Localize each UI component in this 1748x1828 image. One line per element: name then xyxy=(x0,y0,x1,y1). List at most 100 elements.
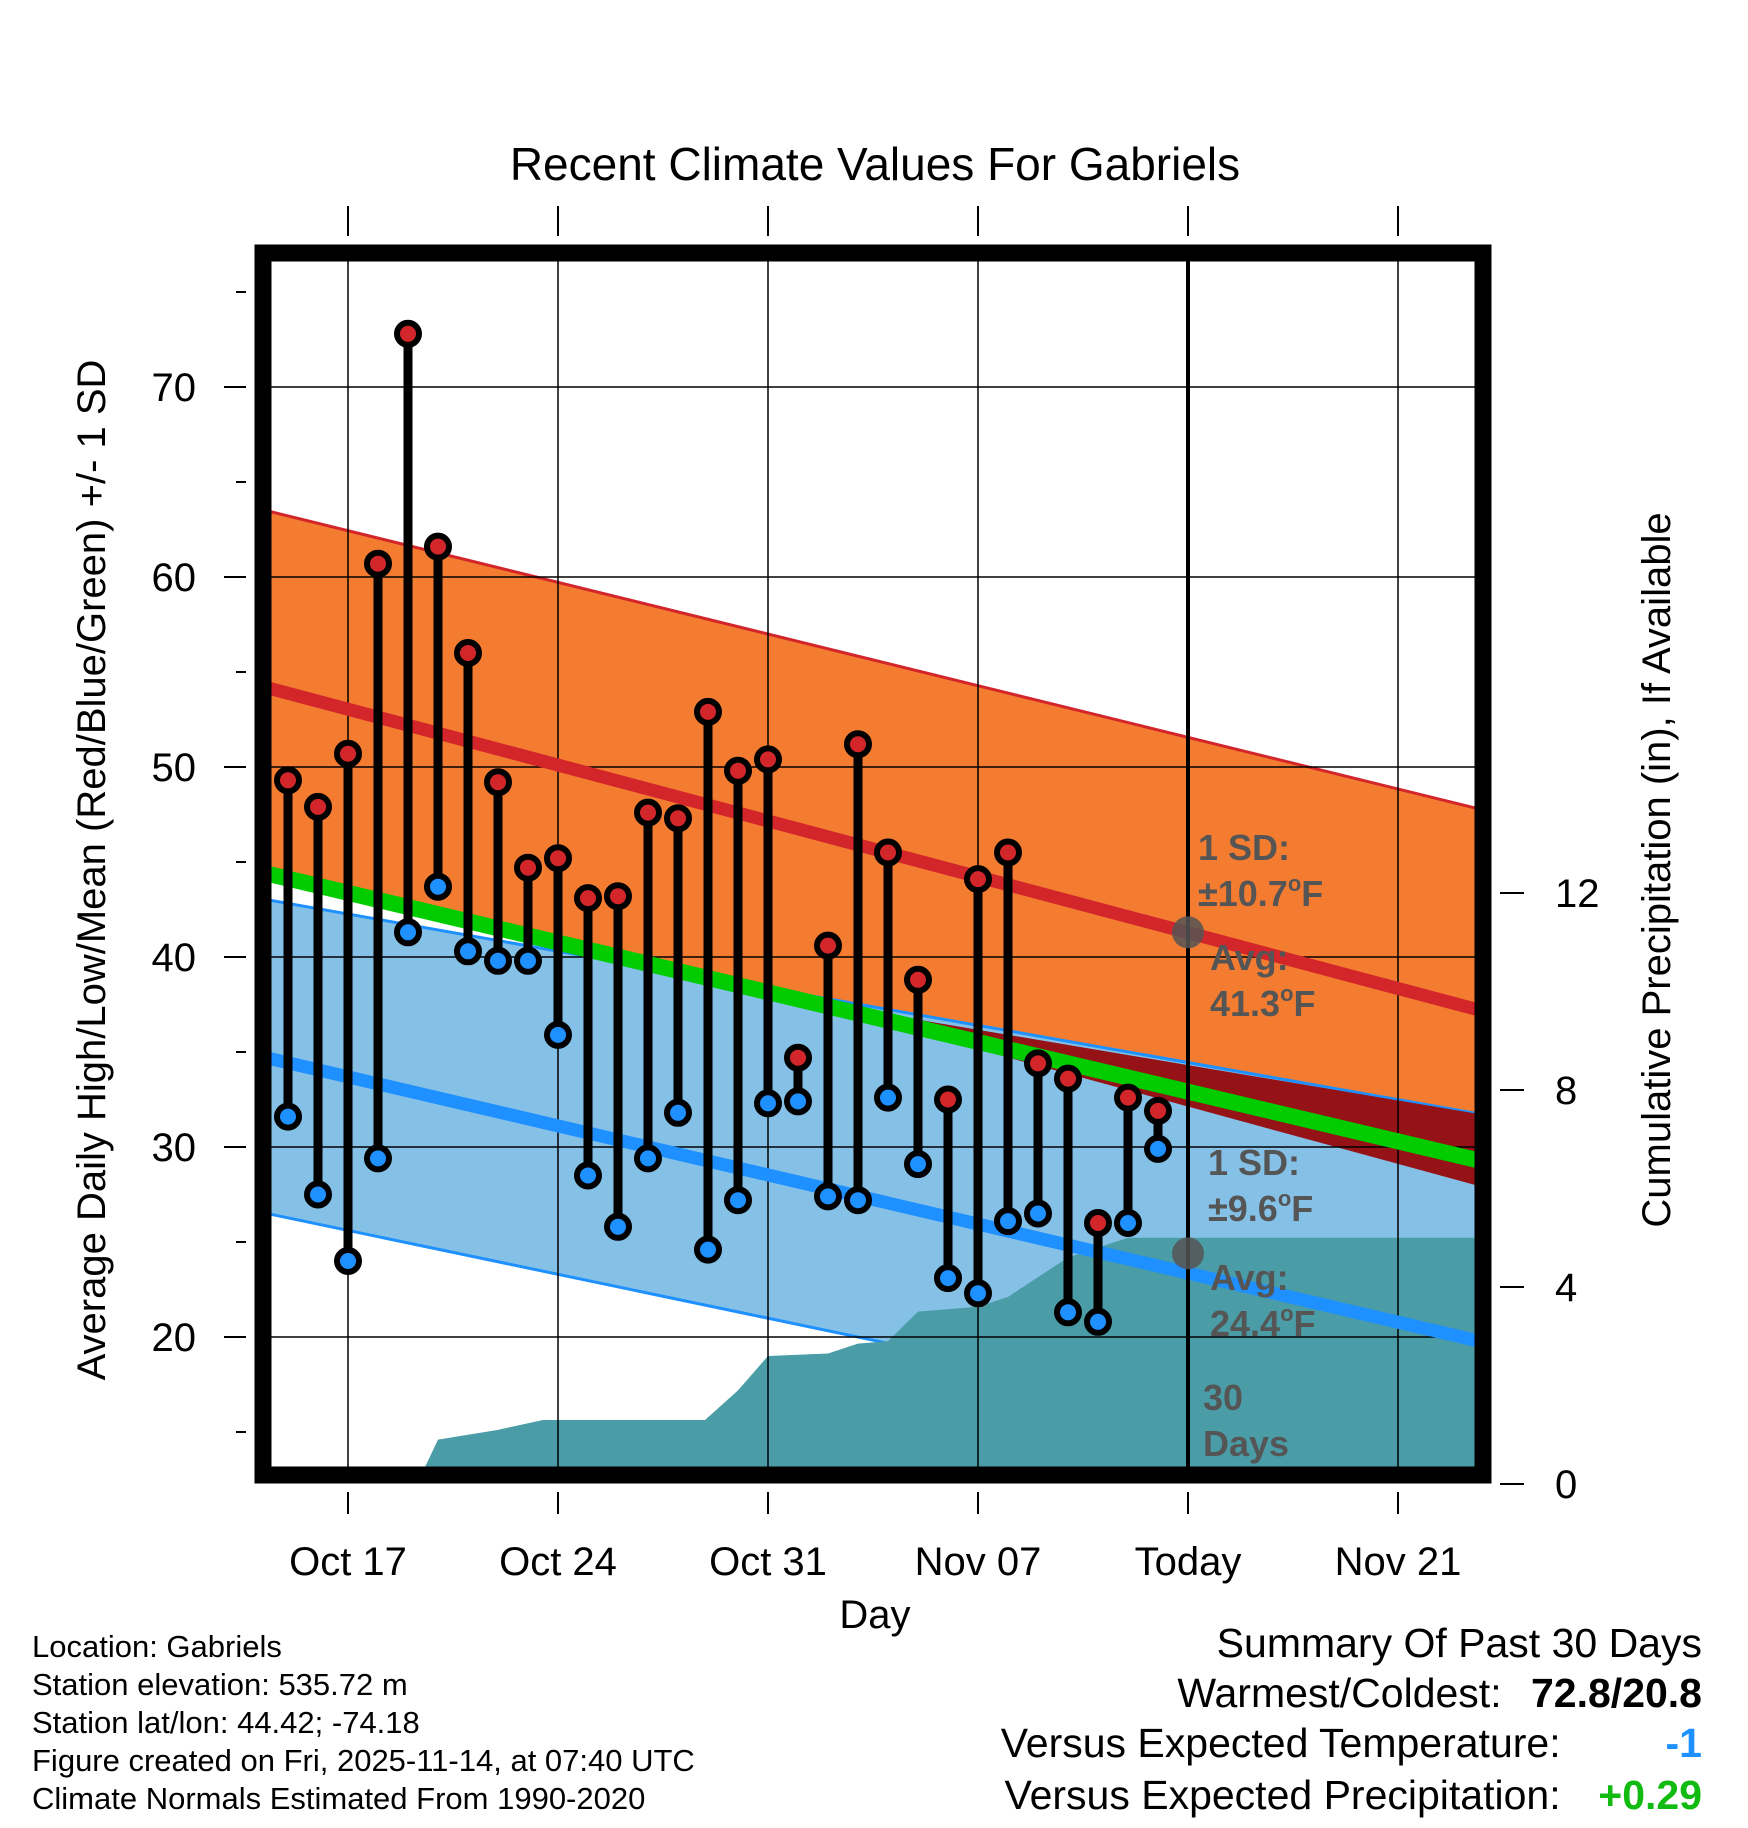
daily-low-marker xyxy=(304,1180,332,1209)
daily-low-marker xyxy=(514,946,542,975)
daily-high-marker xyxy=(874,838,902,867)
daily-low-marker xyxy=(274,1102,302,1131)
daily-high-marker xyxy=(814,931,842,960)
daily-high-marker xyxy=(1024,1049,1052,1078)
daily-low-marker xyxy=(1144,1134,1172,1163)
daily-low-marker xyxy=(1054,1298,1082,1327)
temp-label: Versus Expected Temperature: xyxy=(1000,1720,1561,1766)
daily-low-marker xyxy=(634,1144,662,1173)
daily-low-marker xyxy=(394,918,422,947)
temp-departure-value: -1 xyxy=(1665,1720,1702,1766)
daily-high-marker xyxy=(1054,1064,1082,1093)
low-avg-annotation-title: Avg: xyxy=(1210,1257,1289,1298)
daily-low-marker xyxy=(484,946,512,975)
daily-high-marker xyxy=(484,768,512,797)
high-avg-annotation-degree: o xyxy=(1280,981,1293,1006)
daily-low-marker xyxy=(454,937,482,966)
daily-high-marker xyxy=(604,882,632,911)
low-avg-annotation-degree: o xyxy=(1280,1301,1293,1326)
low-sd-annotation-unit: F xyxy=(1291,1188,1313,1229)
daily-low-marker xyxy=(754,1089,782,1118)
low-avg-annotation-unit: F xyxy=(1294,1303,1316,1344)
precip-departure-value: +0.29 xyxy=(1598,1772,1702,1818)
daily-high-marker xyxy=(364,549,392,578)
days-annotation-value: Days xyxy=(1203,1423,1289,1464)
summary-temp: Versus Expected Temperature: -1 xyxy=(1001,1720,1702,1767)
daily-high-marker xyxy=(664,804,692,833)
summary-precip: Versus Expected Precipitation: +0.29 xyxy=(1005,1772,1703,1819)
x-tick-label: Oct 17 xyxy=(289,1540,407,1584)
precip-label: Versus Expected Precipitation: xyxy=(1004,1772,1561,1818)
high-avg-annotation-title: Avg: xyxy=(1210,937,1289,978)
high-sd-annotation-title: 1 SD: xyxy=(1198,827,1290,868)
daily-low-marker xyxy=(574,1161,602,1190)
created-text: Figure created on Fri, 2025-11-14, at 07… xyxy=(32,1743,695,1778)
daily-high-marker xyxy=(634,798,662,827)
y-tick-label: 70 xyxy=(152,366,197,410)
daily-high-marker xyxy=(784,1043,812,1072)
daily-high-marker xyxy=(754,745,782,774)
daily-high-marker xyxy=(334,739,362,768)
daily-low-marker xyxy=(904,1150,932,1179)
high-sd-band xyxy=(263,509,1483,1162)
daily-high-marker xyxy=(994,838,1022,867)
x-axis-label: Day xyxy=(839,1593,910,1637)
elevation-text: Station elevation: 535.72 m xyxy=(32,1667,408,1702)
daily-high-marker xyxy=(1144,1096,1172,1125)
daily-low-marker xyxy=(814,1182,842,1211)
x-tick-label: Oct 31 xyxy=(709,1540,827,1584)
plot-frame xyxy=(254,244,1492,1484)
y-tick-label: 50 xyxy=(152,746,197,790)
daily-high-marker xyxy=(964,865,992,894)
low-avg-annotation-value: 24.4oF xyxy=(1210,1301,1316,1344)
daily-low-marker xyxy=(784,1087,812,1116)
x-tick-label: Today xyxy=(1135,1540,1242,1584)
high-sd-annotation-degree: o xyxy=(1288,871,1301,896)
station-info: Location: Gabriels Station elevation: 53… xyxy=(32,1628,695,1818)
y2-axis-label: Cumulative Precipitation (in), If Availa… xyxy=(1635,512,1679,1227)
daily-low-marker xyxy=(874,1083,902,1112)
daily-high-marker xyxy=(934,1085,962,1114)
low-sd-annotation-degree: o xyxy=(1278,1186,1291,1211)
daily-low-marker xyxy=(364,1144,392,1173)
daily-high-marker xyxy=(544,844,572,873)
high-avg-annotation-unit: F xyxy=(1294,983,1316,1024)
daily-low-marker xyxy=(964,1279,992,1308)
high-avg-marker xyxy=(1172,916,1204,949)
daily-low-marker xyxy=(694,1235,722,1264)
daily-low-marker xyxy=(334,1247,362,1275)
daily-low-marker xyxy=(1084,1307,1112,1336)
x-tick-label: Oct 24 xyxy=(499,1540,617,1584)
y-tick-label: 60 xyxy=(152,556,197,600)
daily-high-marker xyxy=(514,853,542,882)
daily-low-marker xyxy=(934,1264,962,1293)
daily-high-marker xyxy=(394,319,422,348)
chart-title: Recent Climate Values For Gabriels xyxy=(510,138,1240,190)
high-avg-annotation-value: 41.3oF xyxy=(1210,981,1316,1024)
location-text: Location: Gabriels xyxy=(32,1629,282,1664)
summary-warmest: Warmest/Coldest: 72.8/20.8 xyxy=(1177,1670,1702,1717)
latlon-text: Station lat/lon: 44.42; -74.18 xyxy=(32,1705,420,1740)
precip-area xyxy=(421,1237,1483,1475)
daily-low-marker xyxy=(604,1212,632,1241)
y-tick-label: 30 xyxy=(152,1126,197,1170)
y-tick-label: 40 xyxy=(152,936,197,980)
daily-high-marker xyxy=(1084,1209,1112,1237)
low-avg-line xyxy=(263,1050,1483,1349)
low-sd-annotation-title: 1 SD: xyxy=(1208,1142,1300,1183)
high-upper-edge xyxy=(263,508,1483,812)
warmest-value: 72.8/20.8 xyxy=(1531,1670,1702,1716)
daily-high-marker xyxy=(1114,1083,1142,1112)
low-sd-annotation-value: ±9.6oF xyxy=(1208,1186,1313,1229)
daily-high-marker xyxy=(724,756,752,785)
daily-low-marker xyxy=(424,872,452,901)
y-axis-label: Average Daily High/Low/Mean (Red/Blue/Gr… xyxy=(70,360,114,1381)
summary-heading: Summary Of Past 30 Days xyxy=(1216,1620,1702,1666)
daily-high-marker xyxy=(694,697,722,726)
daily-low-marker xyxy=(664,1098,692,1127)
x-tick-label: Nov 21 xyxy=(1335,1540,1462,1584)
low-avg-marker xyxy=(1172,1237,1204,1270)
